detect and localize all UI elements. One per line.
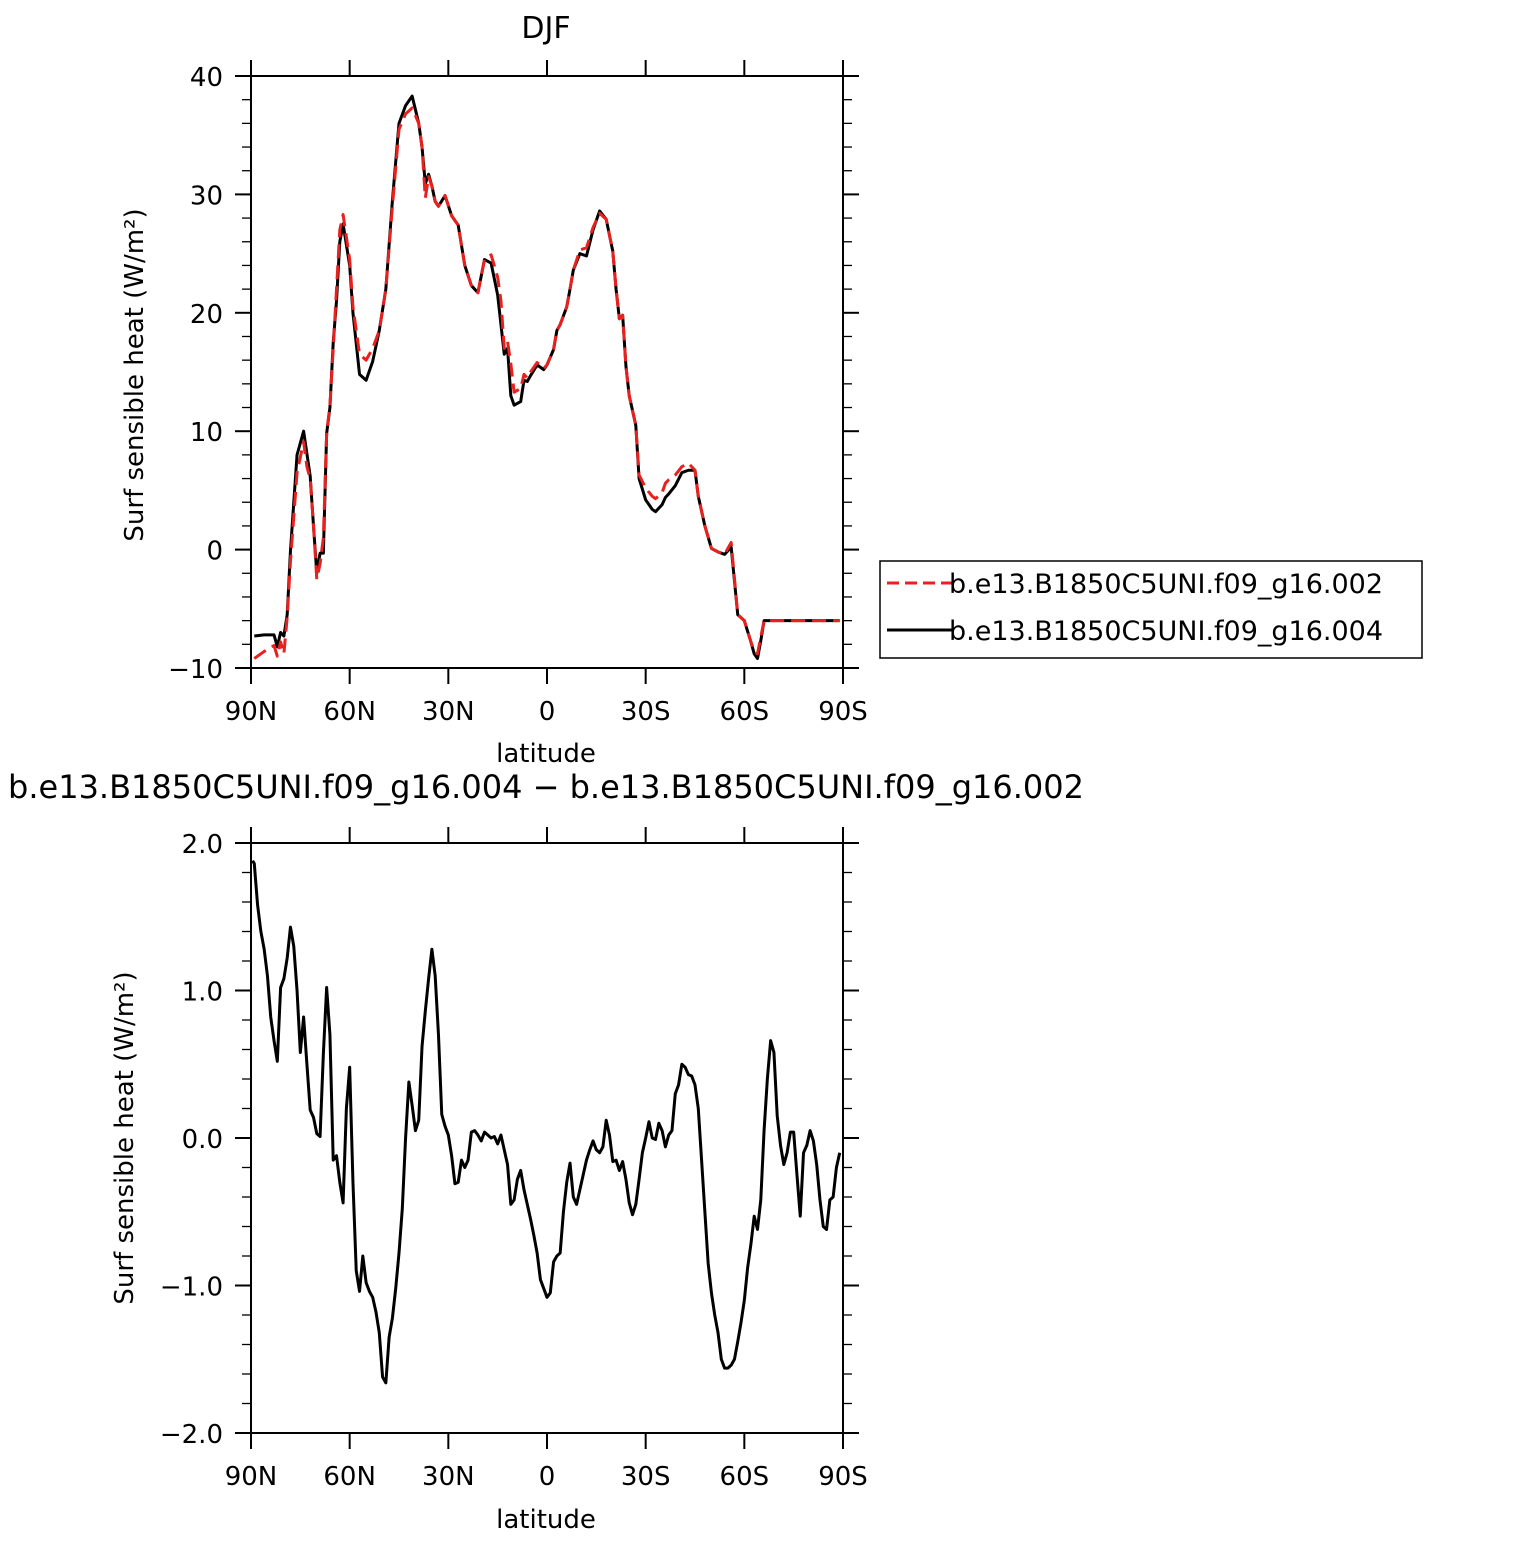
legend-label-004: b.e13.B1850C5UNI.f09_g16.004: [949, 616, 1383, 647]
bottom-x-tick-label: 30S: [621, 1462, 671, 1492]
top-y-tick-label: 0: [206, 537, 223, 567]
top-x-tick-label: 90N: [225, 697, 278, 727]
bottom-series-line-1: [251, 859, 842, 1385]
top-y-tick-label: 30: [190, 181, 223, 211]
top-y-axis-label: Surf sensible heat (W/m²): [120, 208, 150, 541]
bottom-frame: [250, 842, 844, 1434]
bottom-x-tick-label: 90S: [818, 1462, 868, 1492]
bottom-x-tick-label: 60N: [323, 1462, 376, 1492]
legend-box: [879, 560, 1423, 659]
top-x-tick-label: 60N: [323, 697, 376, 727]
bottom-x-tick-label: 30N: [422, 1462, 475, 1492]
top-series-line-2: [253, 106, 840, 660]
bottom-y-tick-label: 2.0: [182, 830, 223, 860]
bottom-y-tick-label: 0.0: [182, 1125, 223, 1155]
top-x-tick-label: 0: [539, 697, 556, 727]
top-frame: [250, 75, 844, 669]
bottom-y-tick-label: −2.0: [160, 1420, 223, 1450]
bottom-panel-title: b.e13.B1850C5UNI.f09_g16.004 − b.e13.B18…: [8, 768, 1084, 806]
top-series-line-1: [254, 94, 840, 661]
top-y-tick-label: 10: [190, 418, 223, 448]
legend-label-002: b.e13.B1850C5UNI.f09_g16.002: [949, 569, 1383, 600]
top-panel-title: DJF: [521, 11, 570, 46]
bottom-x-tick-label: 60S: [720, 1462, 770, 1492]
top-x-tick-label: 30N: [422, 697, 475, 727]
bottom-y-tick-label: 1.0: [182, 978, 223, 1008]
bottom-x-tick-label: 90N: [225, 1462, 278, 1492]
top-x-tick-label: 30S: [621, 697, 671, 727]
bottom-panel: b.e13.B1850C5UNI.f09_g16.004 − b.e13.B18…: [8, 768, 1084, 1535]
legend: b.e13.B1850C5UNI.f09_g16.002 b.e13.B1850…: [879, 560, 1423, 659]
bottom-y-tick-label: −1.0: [160, 1273, 223, 1303]
top-x-axis-label: latitude: [496, 739, 596, 769]
bottom-y-axis-label: Surf sensible heat (W/m²): [110, 971, 140, 1304]
top-y-tick-label: 20: [190, 300, 223, 330]
top-x-tick-label: 60S: [720, 697, 770, 727]
top-y-tick-label: 40: [190, 63, 223, 93]
top-y-tick-label: −10: [168, 655, 223, 685]
bottom-x-axis-label: latitude: [496, 1505, 596, 1535]
bottom-x-tick-label: 0: [539, 1462, 556, 1492]
top-x-tick-label: 90S: [818, 697, 868, 727]
